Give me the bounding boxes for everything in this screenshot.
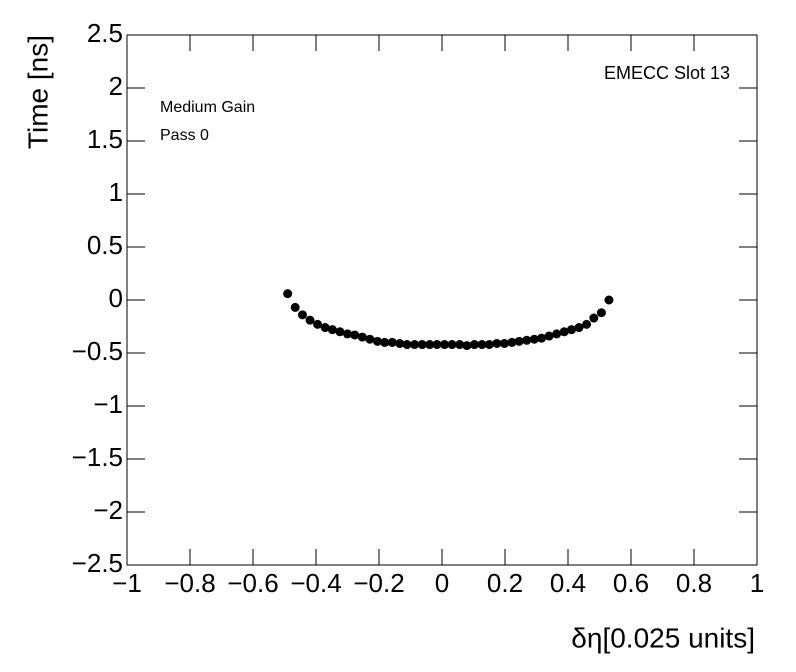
- x-tick-label: −0.2: [353, 568, 404, 598]
- data-point: [529, 334, 539, 344]
- data-point: [462, 341, 472, 351]
- data-point: [544, 331, 554, 341]
- data-point: [604, 295, 614, 305]
- data-point: [297, 310, 307, 320]
- y-tick-label: 2.5: [87, 18, 123, 48]
- annotation: Medium Gain: [160, 99, 255, 116]
- annotation: EMECC Slot 13: [604, 63, 730, 83]
- data-point: [566, 325, 576, 335]
- annotation: Pass 0: [160, 127, 209, 144]
- y-tick-label: −2.5: [72, 548, 123, 578]
- x-tick-label: −0.6: [227, 568, 278, 598]
- data-point: [313, 319, 323, 329]
- x-tick-label: 0.8: [676, 568, 712, 598]
- x-axis-label: δη[0.025 units]: [571, 622, 755, 653]
- data-point: [417, 340, 427, 350]
- y-tick-label: −0.5: [72, 336, 123, 366]
- data-point: [447, 340, 457, 350]
- data-point: [537, 333, 547, 343]
- data-point: [589, 313, 599, 323]
- x-tick-label: 0.2: [487, 568, 523, 598]
- y-tick-label: −1: [93, 389, 123, 419]
- data-point: [499, 338, 509, 348]
- y-axis-label: Time [ns]: [22, 35, 53, 149]
- data-point: [350, 330, 360, 340]
- data-point: [357, 332, 367, 342]
- data-point: [395, 338, 405, 348]
- y-tick-label: 0: [109, 283, 123, 313]
- x-tick-label: 1: [750, 568, 764, 598]
- data-point: [335, 327, 345, 337]
- data-point: [440, 340, 450, 350]
- data-point: [320, 323, 330, 333]
- y-tick-label: −1.5: [72, 442, 123, 472]
- x-tick-label: 0: [435, 568, 449, 598]
- data-point: [380, 337, 390, 347]
- data-point: [327, 325, 337, 335]
- data-point: [305, 315, 315, 325]
- data-point: [469, 340, 479, 350]
- data-point: [283, 289, 293, 299]
- data-point: [290, 302, 300, 312]
- data-point: [522, 335, 532, 345]
- data-point: [492, 338, 502, 348]
- data-point: [455, 340, 465, 350]
- data-point: [387, 337, 397, 347]
- data-point: [574, 323, 584, 333]
- x-tick-label: −0.8: [164, 568, 215, 598]
- data-point: [365, 334, 375, 344]
- data-point: [410, 340, 420, 350]
- y-tick-label: 2: [109, 71, 123, 101]
- data-point: [477, 340, 487, 350]
- x-tick-label: 0.6: [613, 568, 649, 598]
- data-point: [582, 319, 592, 329]
- data-point: [402, 340, 412, 350]
- data-point: [552, 329, 562, 339]
- data-point: [343, 329, 352, 339]
- y-tick-label: 1.5: [87, 124, 123, 154]
- x-tick-label: 0.4: [550, 568, 586, 598]
- data-point: [507, 337, 517, 347]
- x-tick-label: −1: [112, 568, 142, 598]
- y-tick-label: 0.5: [87, 230, 123, 260]
- data-point: [425, 340, 435, 350]
- data-point: [596, 308, 606, 318]
- data-point: [514, 336, 524, 346]
- x-tick-label: −0.4: [290, 568, 341, 598]
- data-point: [484, 340, 494, 350]
- data-point: [432, 340, 442, 350]
- y-tick-label: −2: [93, 495, 123, 525]
- y-tick-label: 1: [109, 177, 123, 207]
- data-point: [559, 327, 569, 337]
- data-point: [372, 336, 382, 346]
